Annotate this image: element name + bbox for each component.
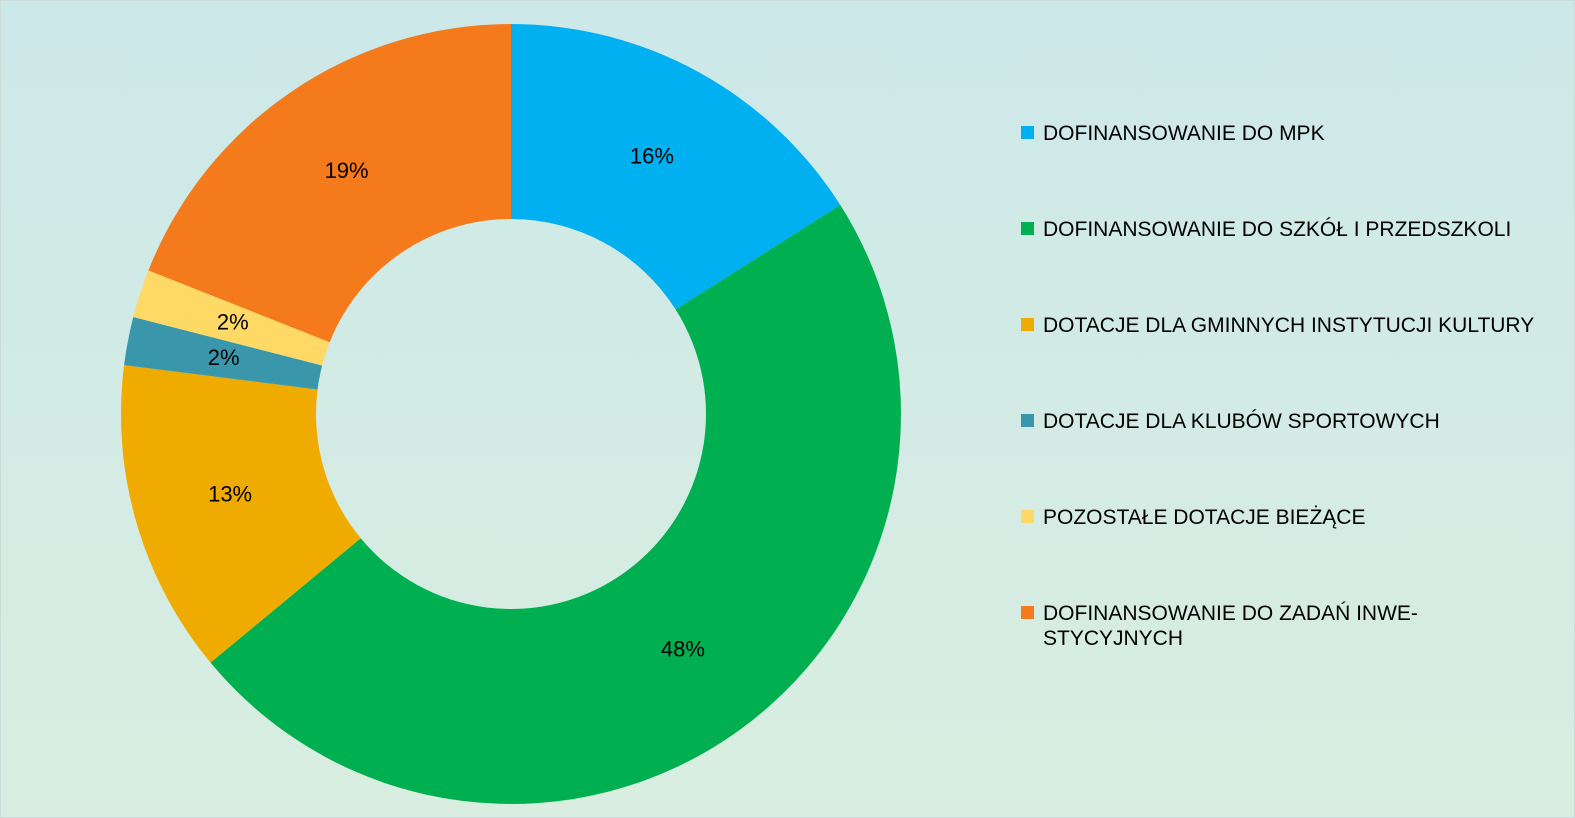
legend-item: DOFINANSOWANIE DO SZKÓŁ I PRZEDSZKOLI: [1021, 217, 1543, 242]
legend-item: DOFINANSOWANIE DO MPK: [1021, 121, 1543, 146]
legend-label: DOTACJE DLA GMINNYCH INSTYTUCJI KULTURY: [1043, 314, 1535, 337]
legend-item: DOFINANSOWANIE DO ZADAŃ INWE-STYCYJNYCH: [1021, 601, 1543, 651]
donut-slice: [148, 24, 511, 343]
legend-item: DOTACJE DLA GMINNYCH INSTYTUCJI KULTURY: [1021, 313, 1543, 338]
legend-label: DOTACJE DLA KLUBÓW SPORTOWYCH: [1043, 410, 1440, 433]
legend: DOFINANSOWANIE DO MPK DOFINANSOWANIE DO S…: [1021, 121, 1543, 651]
legend-swatch: [1021, 126, 1034, 139]
data-label: 16%: [630, 143, 674, 168]
legend-label: DOFINANSOWANIE DO MPK: [1043, 122, 1325, 145]
donut: 16% 48% 13% 2% 2% 19%: [121, 24, 902, 805]
donut-slice: [511, 24, 841, 310]
legend-swatch: [1021, 606, 1034, 619]
legend-swatch: [1021, 318, 1034, 331]
legend-swatch: [1021, 414, 1034, 427]
donut-slice: [124, 317, 323, 390]
data-label: 48%: [661, 636, 705, 661]
donut-slice: [121, 365, 361, 663]
legend-swatch: [1021, 510, 1034, 523]
data-label: 2%: [217, 309, 249, 334]
data-label: 2%: [208, 345, 240, 370]
donut-slice: [210, 205, 902, 805]
legend-label: DOFINANSOWANIE DO SZKÓŁ I PRZEDSZKOLI: [1043, 218, 1512, 241]
legend-swatch: [1021, 222, 1034, 235]
legend-label: POZOSTAŁE DOTACJE BIEŻĄCE: [1043, 506, 1366, 529]
legend-item: DOTACJE DLA KLUBÓW SPORTOWYCH: [1021, 409, 1543, 434]
legend-label: DOFINANSOWANIE DO ZADAŃ INWE-STYCYJNYCH: [1043, 602, 1418, 650]
data-label: 19%: [325, 158, 369, 183]
legend-item: POZOSTAŁE DOTACJE BIEŻĄCE: [1021, 505, 1543, 530]
donut-slice: [133, 270, 330, 366]
data-label: 13%: [208, 481, 252, 506]
